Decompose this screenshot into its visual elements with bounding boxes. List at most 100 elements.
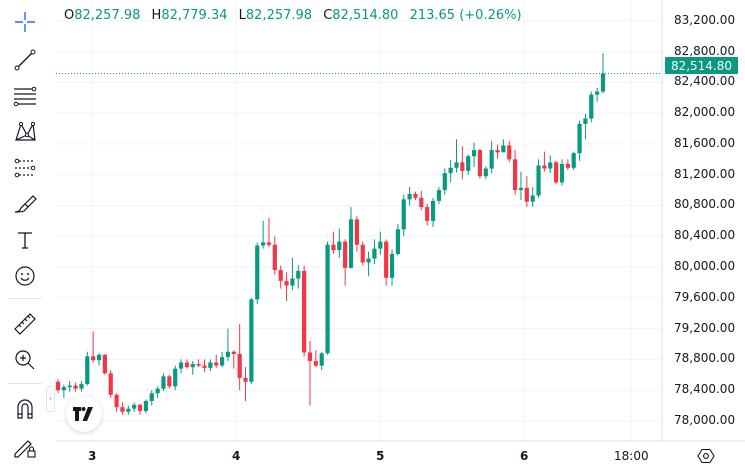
candle-body: [266, 242, 272, 245]
candle-body: [91, 356, 96, 361]
candle-body: [73, 385, 78, 389]
price-axis-label: 80,400.00: [674, 228, 736, 243]
candle-body: [261, 242, 266, 246]
time-axis-label: 5: [376, 449, 385, 463]
candle-body: [278, 270, 283, 281]
candle-body: [343, 241, 348, 268]
candle-body: [284, 280, 289, 286]
ruler-tool[interactable]: [8, 308, 42, 340]
emoji-tool[interactable]: [8, 260, 42, 292]
candle-body: [495, 150, 500, 153]
candle-body: [595, 91, 600, 95]
text-tool[interactable]: [8, 224, 42, 256]
brush-tool[interactable]: [8, 188, 42, 220]
candle-body: [161, 376, 166, 389]
price-axis-label: 82,800.00: [674, 43, 736, 58]
candle-body: [425, 207, 430, 221]
candle-body: [448, 167, 453, 174]
candle-body: [489, 150, 494, 169]
pattern-icon: [15, 121, 36, 141]
price-axis-label: 79,200.00: [674, 320, 736, 335]
candle-body: [501, 145, 506, 153]
zoom-in-tool[interactable]: [8, 344, 42, 376]
candle-body: [143, 400, 149, 411]
candle-body: [85, 356, 90, 385]
candle-body: [219, 357, 225, 366]
candle-body: [184, 362, 190, 368]
candle-body: [337, 241, 342, 251]
candle-body: [196, 364, 201, 366]
candle-body: [401, 199, 406, 230]
candle-body: [237, 354, 242, 378]
candle-body: [190, 364, 195, 368]
price-axis-label: 78,000.00: [674, 412, 736, 427]
crosshair-icon: [15, 12, 35, 32]
candle-body: [583, 118, 588, 124]
candle-body: [372, 248, 377, 259]
fib-retracement-icon: [13, 86, 37, 107]
candle-body: [554, 162, 559, 183]
candle-body: [120, 407, 125, 412]
trend-line-tool[interactable]: [8, 44, 42, 76]
tradingview-logo[interactable]: [66, 396, 102, 432]
lock-drawing-tool[interactable]: [8, 430, 42, 462]
candle-body: [255, 245, 260, 300]
time-axis-label: 18:00: [614, 449, 649, 463]
chart-settings-button[interactable]: [696, 446, 716, 466]
candle-body: [202, 365, 207, 368]
time-axis-label: 4: [232, 449, 241, 463]
emoji-icon: [15, 266, 35, 286]
candle-body: [249, 299, 254, 382]
magnet-tool[interactable]: [8, 393, 42, 425]
price-axis-label: 78,800.00: [674, 351, 736, 366]
candle-body: [126, 408, 131, 412]
magnet-icon: [17, 399, 33, 419]
candle-body: [178, 362, 184, 369]
candle-body: [483, 168, 488, 177]
low-label: L: [238, 8, 246, 23]
high-value: 82,779.34: [161, 8, 228, 23]
ohlc-legend: O82,257.98 H82,779.34 L82,257.98 C82,514…: [64, 8, 522, 23]
close-label: C: [323, 8, 333, 23]
candle-body: [366, 258, 371, 263]
candle-body: [102, 354, 107, 374]
candle-body: [272, 244, 277, 271]
candle-body: [384, 241, 389, 278]
lock-drawing-icon: [14, 440, 36, 458]
trend-line-icon: [14, 49, 36, 71]
candle-body: [149, 393, 154, 401]
candle-body: [173, 368, 178, 387]
candle-body: [155, 388, 160, 394]
candle-body: [61, 387, 66, 391]
candle-body: [331, 244, 336, 251]
candle-body: [167, 376, 172, 387]
candle-body: [313, 360, 318, 366]
candle-body: [214, 362, 219, 366]
price-axis-label: 81,200.00: [674, 166, 736, 181]
prediction-tool[interactable]: [8, 152, 42, 184]
candle-body: [460, 162, 465, 171]
candle-body: [389, 253, 395, 278]
candle-body: [79, 384, 84, 389]
candle-body: [577, 123, 582, 154]
last-price-tag: 82,514.80: [665, 57, 738, 74]
open-label: O: [64, 8, 75, 23]
ruler-icon: [14, 313, 36, 335]
candle-body: [565, 163, 570, 168]
candle-body: [471, 150, 477, 157]
toolbar-collapse-handle[interactable]: ‹: [46, 386, 55, 412]
candle-body: [243, 377, 248, 382]
crosshair-tool[interactable]: [8, 6, 42, 38]
candle-body: [571, 153, 576, 168]
candle-body: [454, 162, 459, 168]
tradingview-logo-icon: [73, 407, 93, 421]
candle-body: [319, 353, 324, 366]
candle-body: [600, 73, 606, 92]
drawing-toolbar: [0, 0, 48, 470]
fib-retracement-tool[interactable]: [8, 80, 42, 112]
candle-body: [518, 187, 524, 191]
candle-body: [536, 165, 541, 196]
candle-body: [208, 362, 213, 368]
pattern-tool[interactable]: [8, 116, 42, 148]
